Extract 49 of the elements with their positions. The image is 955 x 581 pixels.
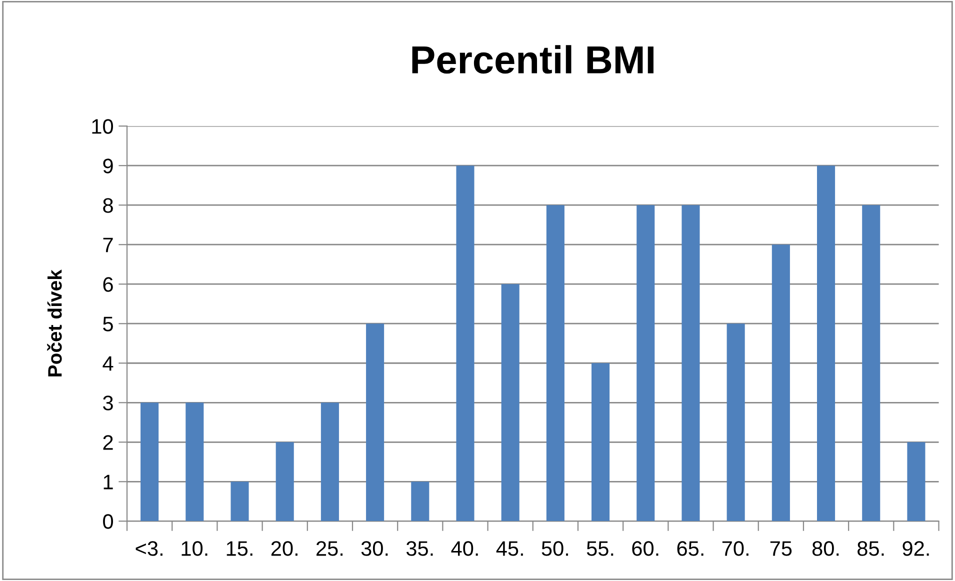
y-tick-label: 2 [103,435,113,450]
x-tick-label: 40. [451,541,478,556]
x-tick-label: 25. [316,541,343,556]
x-tick-label: 80. [812,541,839,556]
x-tick-label: 35. [406,541,433,556]
x-tick-label: 75 [770,541,792,556]
bar [862,205,880,522]
y-tick-label: 3 [103,396,113,410]
chart-title: Percentil BMI [412,45,654,74]
x-tick-label: 20. [271,541,298,556]
bar [907,442,926,522]
bar [636,205,655,522]
bar [276,442,294,522]
y-tick-label: 1 [104,474,113,490]
y-tick-label: 6 [103,277,113,292]
y-tick-label: 10 [92,119,114,134]
bar [186,402,204,522]
y-tick-label: 9 [103,158,113,174]
bar [726,324,745,522]
x-tick-label: 92. [902,541,929,556]
bar [456,166,474,522]
bar [592,363,610,522]
x-tick-label: 30. [361,541,388,556]
x-tick-label: 70. [722,541,748,556]
x-tick-label: 85. [858,541,884,556]
bar [230,482,249,522]
x-tick-label: 55. [586,541,614,556]
bar [411,482,430,522]
bar [140,402,159,522]
x-tick-label: 15. [226,541,252,556]
bar [682,205,700,522]
x-tick-label: <3. [136,541,162,556]
bar [320,402,339,522]
x-tick-label: 60. [632,541,658,556]
y-tick-label: 7 [103,238,113,252]
y-tick-label: 4 [102,356,114,371]
y-tick-label: 8 [103,198,113,213]
x-tick-label: 10. [182,541,208,556]
x-tick-label: 45. [496,541,523,556]
y-axis-title: Počet dívek [47,270,62,376]
y-tick-label: 5 [103,316,113,332]
bar [546,205,564,522]
y-tick-label: 0 [103,514,114,529]
x-tick-label: 65. [677,541,704,556]
bar [501,284,520,522]
bar [772,244,790,522]
x-tick-label: 50. [542,541,568,556]
bar [817,166,836,522]
bar [366,324,384,522]
